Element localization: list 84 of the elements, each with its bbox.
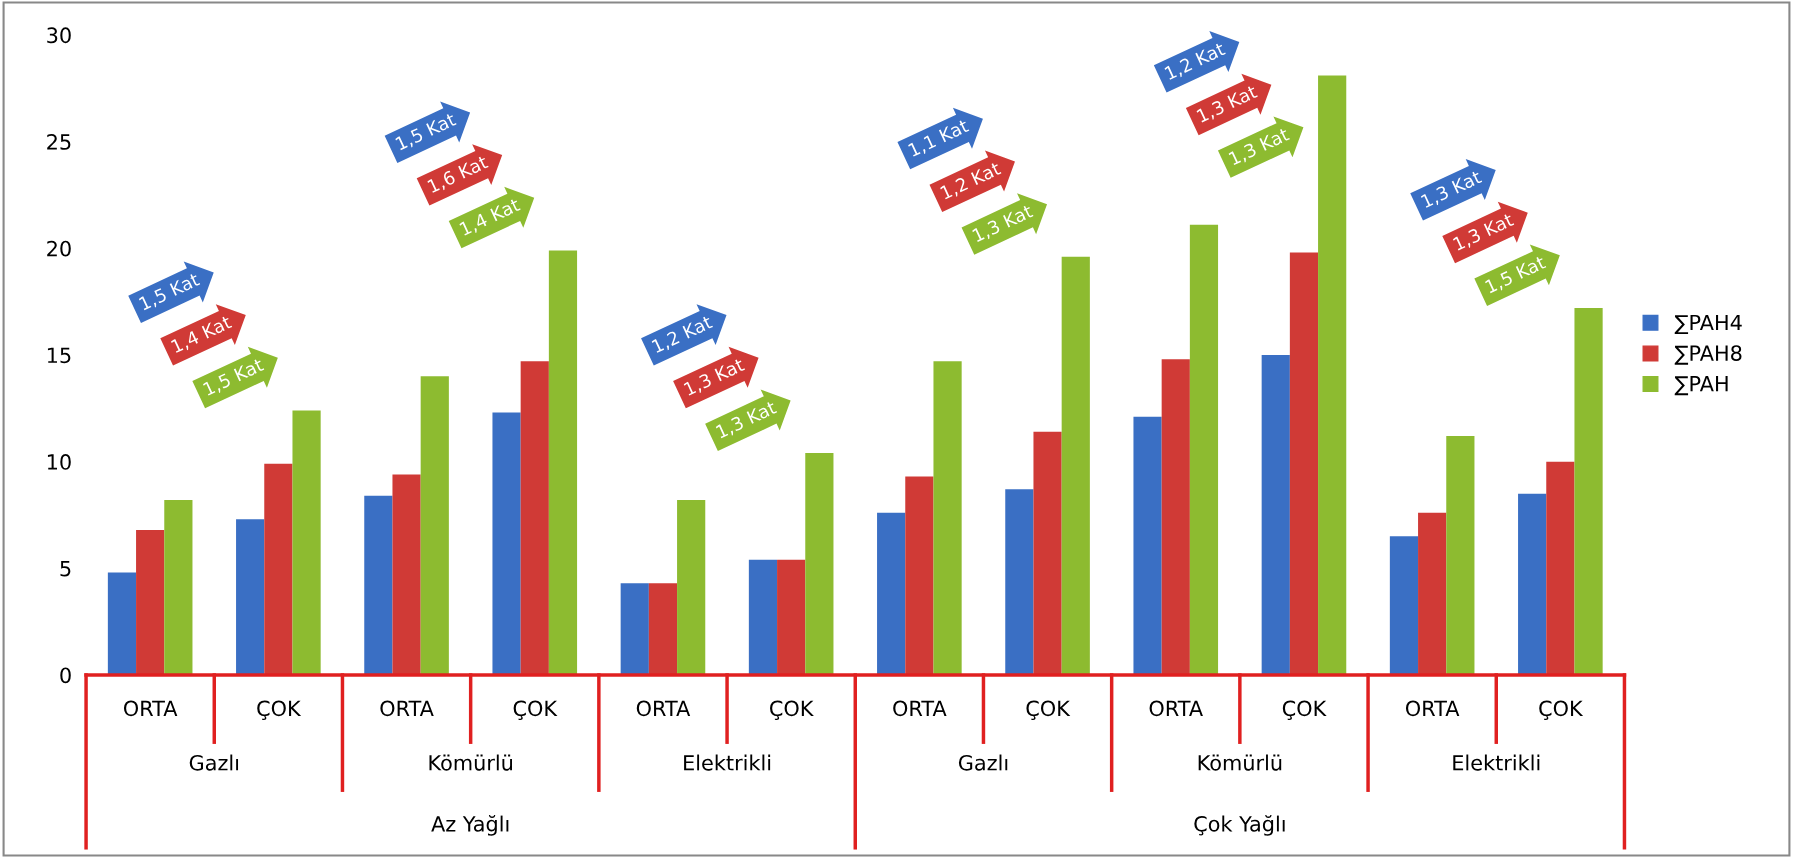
bar: [877, 512, 906, 675]
bar: [364, 495, 393, 675]
y-tick-label: 15: [47, 347, 71, 364]
x-tick-label: ÇOK: [1026, 700, 1071, 720]
bar: [292, 410, 321, 675]
annotation: 1,5 Kat: [202, 357, 266, 398]
text: Gazlı: [189, 754, 239, 771]
text: Kömürlü: [1198, 754, 1282, 771]
annotation: 1,3 Kat: [1228, 127, 1291, 168]
annotation: 1,4 Kat: [459, 197, 522, 238]
annotation: 1,2 Kat: [651, 314, 714, 355]
bar: [236, 519, 265, 675]
bar: [1261, 354, 1290, 675]
text: Çok Yağlı: [1194, 815, 1285, 836]
bar: [1289, 252, 1319, 675]
legend-label: ∑PAH8: [1674, 345, 1742, 365]
bar: [1061, 256, 1090, 675]
bar: [520, 361, 549, 675]
y-tick-label: 20: [47, 240, 71, 257]
bar: [1161, 359, 1190, 675]
bar: [264, 463, 293, 675]
bar: [548, 250, 578, 675]
annotation: 1,5 Kat: [395, 112, 458, 153]
legend-label: ∑PAH4: [1674, 314, 1742, 335]
annotation: 1,5 Kat: [1484, 255, 1548, 296]
text: Gazlı: [958, 754, 1008, 771]
annotation: 1,3 Kat: [1196, 84, 1259, 125]
bar: [805, 453, 834, 675]
x-tick-label: ORTA: [123, 700, 178, 717]
bar: [777, 559, 806, 675]
bar: [677, 500, 706, 675]
bar: [420, 376, 449, 675]
bar: [748, 559, 778, 675]
bar: [648, 583, 678, 675]
legend-label: ∑PAH: [1674, 376, 1728, 396]
x-tick-label: ÇOK: [257, 700, 302, 720]
bar: [107, 572, 137, 675]
bar: [1189, 224, 1219, 675]
annotation: 1,2 Kat: [1164, 41, 1227, 82]
x-tick-label: ORTA: [893, 700, 947, 717]
bar: [1318, 75, 1347, 675]
y-tick-label: 0: [60, 667, 71, 684]
text: Elektrikli: [1453, 754, 1540, 771]
bar: [620, 583, 649, 675]
text: Kömürlü: [429, 754, 512, 771]
x-tick-label: ORTA: [636, 700, 691, 717]
bar: [1518, 493, 1547, 675]
x-tick-label: ORTA: [1405, 700, 1460, 717]
bar: [1033, 431, 1062, 675]
bar: [1133, 416, 1162, 675]
bar: [492, 412, 521, 675]
bar: [1546, 461, 1575, 675]
x-tick-label: ÇOK: [770, 700, 814, 720]
x-tick-label: ORTA: [1149, 700, 1203, 717]
bar: [933, 361, 962, 675]
annotation: 1,2 Kat: [939, 161, 1003, 202]
bar: [136, 529, 165, 675]
bar: [164, 500, 193, 675]
annotation: 1,3 Kat: [1420, 169, 1484, 210]
annotation: 1,3 Kat: [715, 400, 778, 441]
x-tick-label: ÇOK: [1539, 700, 1584, 720]
bar: [905, 476, 934, 675]
annotation: 1,3 Kat: [683, 357, 746, 398]
annotation: 1,3 Kat: [1452, 212, 1516, 253]
annotation: 1,1 Kat: [907, 118, 971, 159]
annotation: 1,4 Kat: [170, 314, 234, 355]
bar: [1418, 512, 1447, 675]
annotation: 1,6 Kat: [427, 154, 490, 195]
y-tick-label: 5: [60, 561, 71, 577]
bar: [1005, 489, 1034, 675]
bar: [1389, 536, 1419, 675]
text: Az Yağlı: [431, 815, 509, 836]
x-tick-label: ÇOK: [1282, 700, 1327, 720]
annotation: 1,5 Kat: [138, 272, 202, 313]
y-tick-label: 25: [47, 134, 71, 150]
y-tick-label: 30: [47, 27, 71, 44]
text: Elektrikli: [684, 754, 771, 771]
annotation: 1,3 Kat: [971, 203, 1035, 244]
x-tick-label: ORTA: [380, 700, 434, 717]
bar: [1446, 436, 1475, 675]
x-tick-label: ÇOK: [513, 700, 558, 720]
bar: [392, 474, 421, 675]
y-tick-label: 10: [47, 454, 71, 470]
bar: [1574, 308, 1603, 675]
